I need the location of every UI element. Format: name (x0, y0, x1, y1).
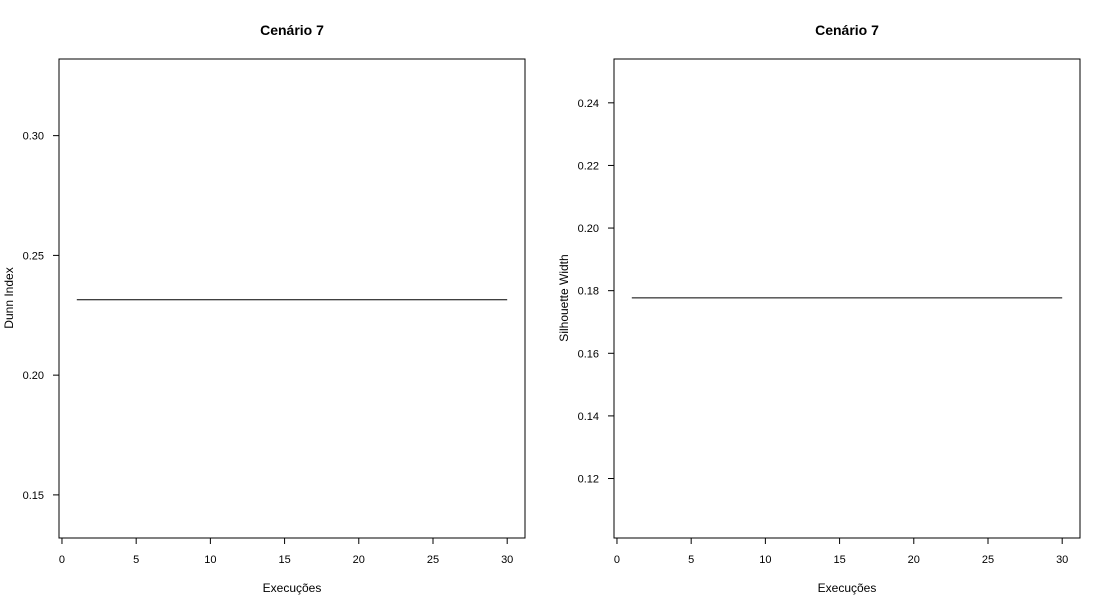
y-axis-label: Dunn Index (2, 267, 16, 328)
chart-dunn-index: Cenário 7 0.150.200.250.30 0 5 10 15 20 25 30 … (2, 22, 526, 595)
chart-silhouette-width: Cenário 7 0.12 0.14 0.16 0.18 0.20 0.22 0.24 0… (557, 22, 1081, 595)
x-axis: 0 5 10 15 20 25 30 (59, 537, 513, 566)
x-tick-label: 20 (353, 554, 365, 566)
plot-frame (613, 58, 1081, 539)
y-tick-label: 0.12 (578, 474, 599, 486)
y-axis-label: Silhouette Width (557, 254, 571, 341)
plot-frame (58, 58, 526, 539)
x-tick-label: 10 (759, 554, 771, 566)
x-tick-label: 15 (833, 554, 845, 566)
y-tick-label: 0.15 (23, 490, 44, 502)
x-tick-label: 5 (688, 554, 694, 566)
y-tick-label: 0.16 (578, 348, 599, 360)
x-tick-label: 25 (427, 554, 439, 566)
x-tick-label: 15 (278, 554, 290, 566)
y-tick-label: 0.18 (578, 286, 599, 298)
x-tick-label: 25 (982, 554, 994, 566)
chart-title: Cenário 7 (260, 22, 324, 38)
x-tick-label: 0 (59, 554, 65, 566)
x-tick-label: 0 (614, 554, 620, 566)
y-axis: 0.15 0.20 0.25 0.30 (23, 131, 60, 502)
x-tick-label: 20 (908, 554, 920, 566)
x-tick-label: 5 (133, 554, 139, 566)
x-axis-label: Execuções (263, 581, 322, 595)
x-axis: 0 5 10 15 20 25 30 (614, 537, 1068, 566)
y-tick-label: 0.25 (23, 250, 44, 262)
y-tick-label: 0.22 (578, 160, 599, 172)
y-tick-label: 0.20 (578, 223, 599, 235)
x-axis-label: Execuções (818, 581, 877, 595)
x-tick-label: 30 (501, 554, 513, 566)
y-tick-label: 0.20 (23, 370, 44, 382)
x-tick-label: 10 (204, 554, 216, 566)
y-tick-label: 0.24 (578, 98, 599, 110)
y-tick-label: 0.14 (578, 411, 599, 423)
y-axis: 0.12 0.14 0.16 0.18 0.20 0.22 0.24 (578, 98, 615, 486)
x-tick-label: 30 (1056, 554, 1068, 566)
y-tick-label: 0.30 (23, 131, 44, 143)
chart-title: Cenário 7 (815, 22, 879, 38)
